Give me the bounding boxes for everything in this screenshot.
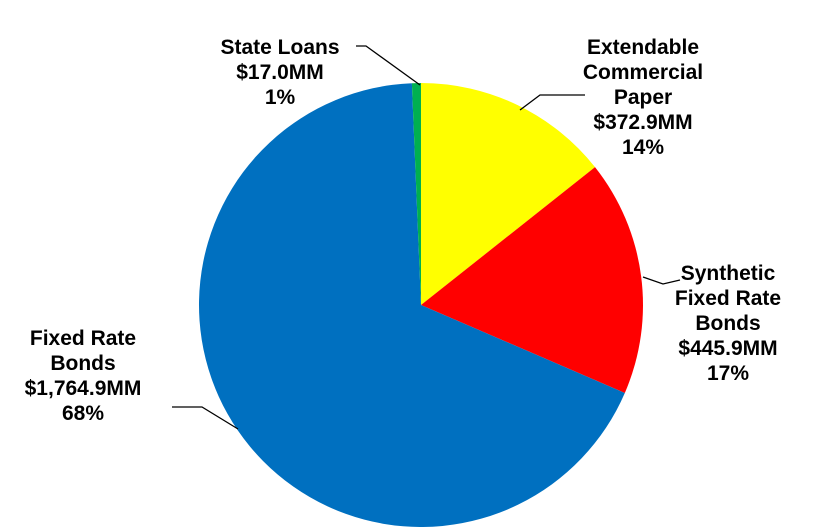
slice-label: Synthetic Fixed Rate Bonds $445.9MM 17%	[675, 262, 781, 385]
pie-slice-state-loans	[411, 83, 421, 305]
slice-label-line: $1,764.9MM	[25, 377, 142, 400]
pie-slice-extendable-commercial-paper	[421, 83, 596, 305]
slice-label-line: 1%	[265, 86, 296, 109]
pie-slice-fixed-rate-bonds	[199, 83, 625, 527]
leader-line	[172, 406, 239, 430]
slice-label: State Loans $17.0MM 1%	[220, 36, 339, 109]
leader-lines	[172, 45, 681, 430]
slice-label-line: 68%	[62, 402, 104, 425]
leader-line	[519, 94, 585, 111]
slice-labels: Extendable Commercial Paper $372.9MM 14% Synt…	[25, 36, 781, 425]
leader-line	[356, 45, 421, 86]
slice-label-line: Commercial	[583, 61, 703, 84]
leader-line	[642, 276, 681, 285]
slice-label-line: $17.0MM	[236, 61, 324, 84]
slice-label-line: Extendable	[587, 36, 699, 59]
slice-label: Extendable Commercial Paper $372.9MM 14%	[583, 36, 703, 159]
pie-slices	[199, 83, 643, 527]
slice-label-line: Fixed Rate	[30, 327, 136, 350]
slice-label-line: $445.9MM	[678, 337, 777, 360]
slice-label-line: Synthetic	[681, 262, 776, 285]
slice-label-line: Fixed Rate	[675, 287, 781, 310]
slice-label: Fixed Rate Bonds $1,764.9MM 68%	[25, 327, 142, 425]
slice-label-line: $372.9MM	[593, 111, 692, 134]
slice-label-line: 14%	[622, 136, 664, 159]
slice-label-line: 17%	[707, 362, 749, 385]
slice-label-line: Bonds	[695, 312, 760, 335]
slice-label-line: Paper	[614, 86, 672, 109]
slice-label-line: State Loans	[220, 36, 339, 59]
slice-label-line: Bonds	[50, 352, 115, 375]
pie-slice-synthetic-fixed-rate-bonds	[421, 167, 643, 393]
